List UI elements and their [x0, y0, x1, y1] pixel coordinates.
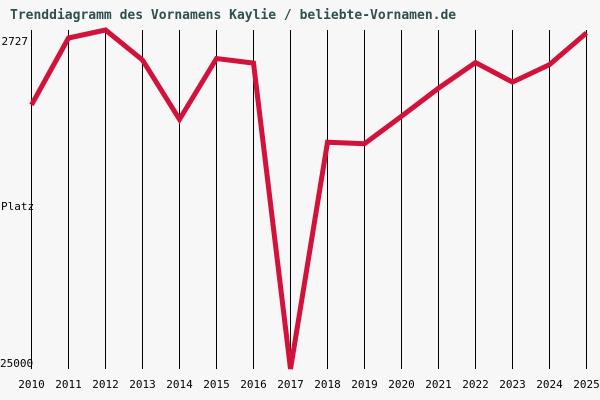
y-axis-title: Platz — [1, 200, 35, 213]
y-axis-best-rank-label: 2727 — [1, 35, 29, 48]
trend-line — [29, 27, 589, 370]
chart-title: Trenddiagramm des Vornamens Kaylie / bel… — [10, 8, 457, 23]
gridlines — [31, 30, 587, 369]
y-axis-worst-rank-label: 25000 — [0, 357, 34, 370]
